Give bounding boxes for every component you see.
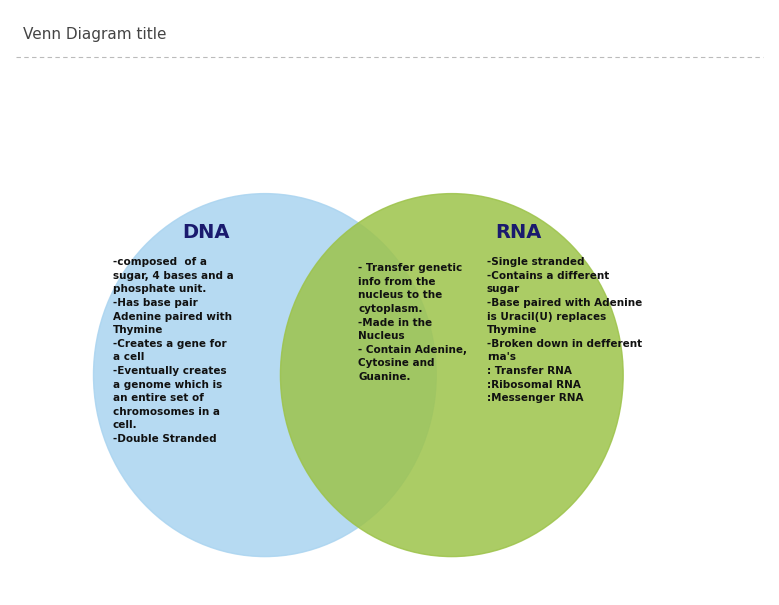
Text: -composed  of a
sugar, 4 bases and a
phosphate unit.
-Has base pair
Adenine pair: -composed of a sugar, 4 bases and a phos… bbox=[113, 257, 234, 444]
Ellipse shape bbox=[280, 194, 623, 557]
Text: Venn Diagram title: Venn Diagram title bbox=[23, 27, 167, 42]
Text: -Single stranded
-Contains a different
sugar
-Base paired with Adenine
is Uracil: -Single stranded -Contains a different s… bbox=[487, 257, 642, 403]
Text: RNA: RNA bbox=[495, 223, 541, 243]
Ellipse shape bbox=[93, 194, 436, 557]
Text: - Transfer genetic
info from the
nucleus to the
cytoplasm.
-Made in the
Nucleus
: - Transfer genetic info from the nucleus… bbox=[358, 263, 467, 382]
Text: DNA: DNA bbox=[183, 223, 230, 243]
